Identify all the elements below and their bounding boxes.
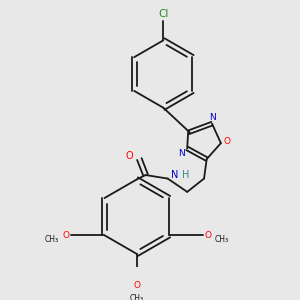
Text: N: N	[178, 149, 185, 158]
Text: H: H	[182, 170, 189, 180]
Text: CH₃: CH₃	[44, 235, 58, 244]
Text: O: O	[224, 137, 231, 146]
Text: N: N	[208, 113, 215, 122]
Text: CH₃: CH₃	[215, 235, 229, 244]
Text: O: O	[126, 151, 134, 160]
Text: Cl: Cl	[158, 9, 169, 19]
Text: O: O	[133, 281, 140, 290]
Text: CH₃: CH₃	[130, 294, 144, 300]
Text: O: O	[204, 231, 211, 240]
Text: O: O	[62, 231, 69, 240]
Text: N: N	[171, 170, 178, 180]
